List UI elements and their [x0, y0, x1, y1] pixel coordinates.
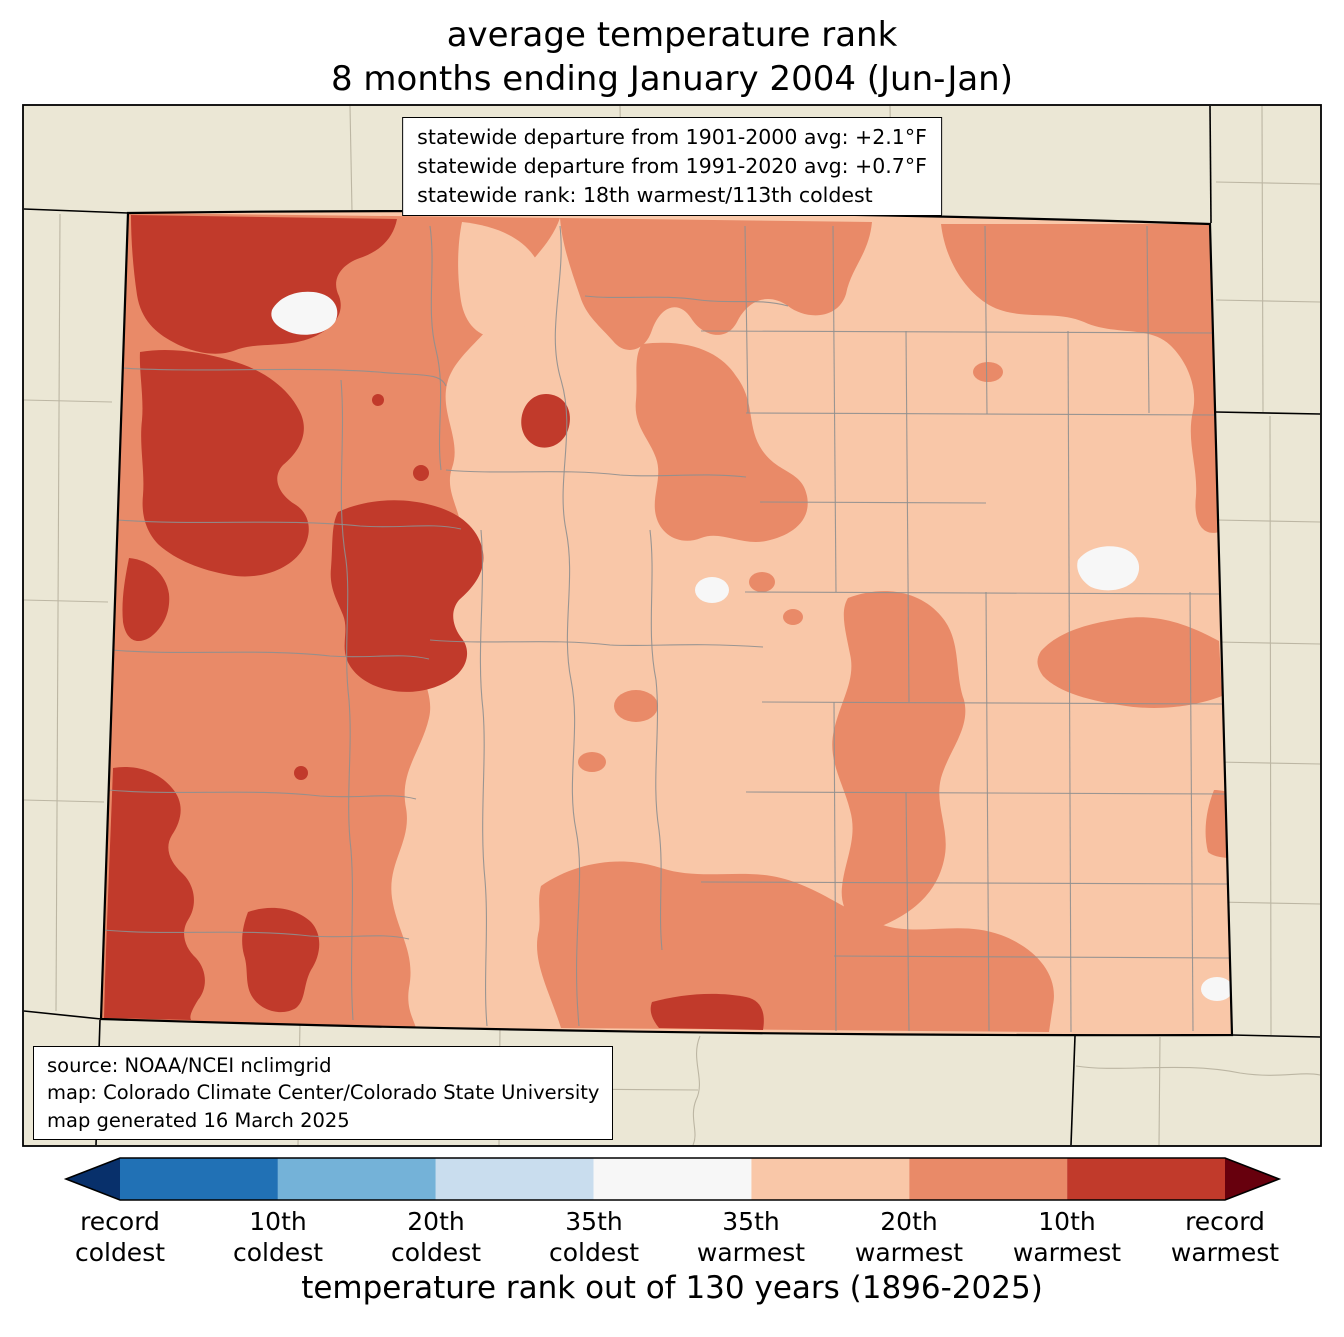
colorbar-tick-label-20th-warmest: 20th warmest — [819, 1206, 999, 1268]
stats-line-2: statewide departure from 1991-2020 avg: … — [417, 154, 927, 179]
stats-line-1: statewide departure from 1901-2000 avg: … — [417, 125, 927, 149]
colorbar-tick-label-20th-coldest: 20th coldest — [346, 1206, 526, 1268]
tick-top: 35th — [565, 1207, 623, 1236]
colorbar-tick-label-35th-warmest: 35th warmest — [661, 1206, 841, 1268]
colorbar-tick-label-record-coldest: record coldest — [30, 1206, 210, 1268]
warm-spot-1 — [973, 362, 1003, 382]
warm-region-east-edge — [1037, 617, 1222, 708]
hot-region-south-strip — [650, 993, 764, 1030]
tick-bottom: warmest — [696, 1238, 806, 1267]
hot-speck-1 — [372, 394, 384, 406]
title-line-2: 8 months ending January 2004 (Jun-Jan) — [330, 58, 1013, 99]
tick-bottom: coldest — [74, 1238, 166, 1267]
hot-region-west-tail — [122, 558, 170, 642]
colorbar-arrow-left — [66, 1158, 120, 1200]
warm-region-east-center — [832, 591, 966, 928]
hot-speck-2 — [413, 465, 429, 481]
hot-region-central-west — [330, 500, 484, 692]
tick-bottom: warmest — [1012, 1238, 1122, 1267]
colorbar-tick-label-10th-warmest: 10th warmest — [977, 1206, 1157, 1268]
colorbar-segment-1 — [120, 1158, 278, 1200]
colorbar-segment-7 — [1067, 1158, 1225, 1200]
colorbar-segment-3 — [435, 1158, 594, 1200]
colorbar-segment-5 — [751, 1158, 910, 1200]
neutral-patch-northwest — [271, 291, 338, 335]
warm-region-northeast — [941, 224, 1219, 533]
colorbar-axis-title: temperature rank out of 130 years (1896-… — [301, 1270, 1043, 1306]
colorbar-tick-label-10th-coldest: 10th coldest — [188, 1206, 368, 1268]
warm-region-south — [537, 861, 1054, 1032]
colorbar-tick-label-record-warmest: record warmest — [1135, 1206, 1315, 1268]
colorbar-outline — [63, 1157, 1282, 1201]
colorbar — [63, 1157, 1282, 1201]
warm-spot-right-edge — [1205, 790, 1231, 858]
warm-region-front-range — [635, 342, 808, 542]
colorbar-segment-6 — [909, 1158, 1068, 1200]
tick-top: 20th — [880, 1207, 938, 1236]
title-line-1: average temperature rank — [446, 15, 898, 55]
neutral-patch-limon — [695, 577, 729, 603]
tick-bottom: coldest — [548, 1238, 640, 1267]
source-box: source: NOAA/NCEI nclimgrid map: Colorad… — [33, 1046, 614, 1140]
hot-spot-grand — [521, 394, 570, 448]
colorbar-tick-label-35th-coldest: 35th coldest — [504, 1206, 684, 1268]
colorbar-arrow-right — [1225, 1158, 1279, 1200]
stats-box: statewide departure from 1901-2000 avg: … — [402, 117, 942, 217]
colorbar-segment-4 — [593, 1158, 752, 1200]
county-lines — [103, 225, 1231, 1033]
source-line-1: source: NOAA/NCEI nclimgrid — [47, 1054, 332, 1077]
tick-top: 10th — [249, 1207, 307, 1236]
hot-region-southwest-blob — [242, 907, 320, 1013]
stats-line-3: statewide rank: 18th warmest/113th colde… — [417, 183, 873, 208]
neutral-patch-east — [1077, 546, 1140, 591]
source-line-3: map generated 16 March 2025 — [47, 1108, 350, 1132]
source-line-2: map: Colorado Climate Center/Colorado St… — [47, 1081, 600, 1105]
colorbar-segment-2 — [277, 1158, 436, 1200]
hot-speck-3 — [294, 766, 308, 780]
colorado-rank-regions — [101, 211, 1232, 1036]
tick-bottom: coldest — [390, 1238, 482, 1267]
pale-region-north — [458, 222, 544, 338]
tick-top: record — [80, 1207, 160, 1236]
warm-spot-3 — [783, 609, 803, 625]
tick-top: 10th — [1038, 1207, 1096, 1236]
tick-top: record — [1185, 1207, 1265, 1236]
tick-bottom: warmest — [854, 1238, 964, 1267]
warm-spot-4 — [614, 690, 658, 722]
hot-region-west-mass — [139, 349, 309, 577]
hot-region-southwest-edge — [104, 766, 205, 1020]
warm-region-north-center — [560, 218, 872, 350]
neutral-patch-southeast — [1201, 977, 1232, 1001]
tick-bottom: coldest — [232, 1238, 324, 1267]
tick-top: 35th — [722, 1207, 780, 1236]
warm-spot-2 — [749, 572, 775, 592]
map-frame — [22, 104, 1322, 1147]
figure-title: average temperature rank 8 months ending… — [0, 14, 1344, 101]
tick-top: 20th — [407, 1207, 465, 1236]
warm-spot-5 — [578, 752, 606, 772]
tick-bottom: warmest — [1170, 1238, 1280, 1267]
